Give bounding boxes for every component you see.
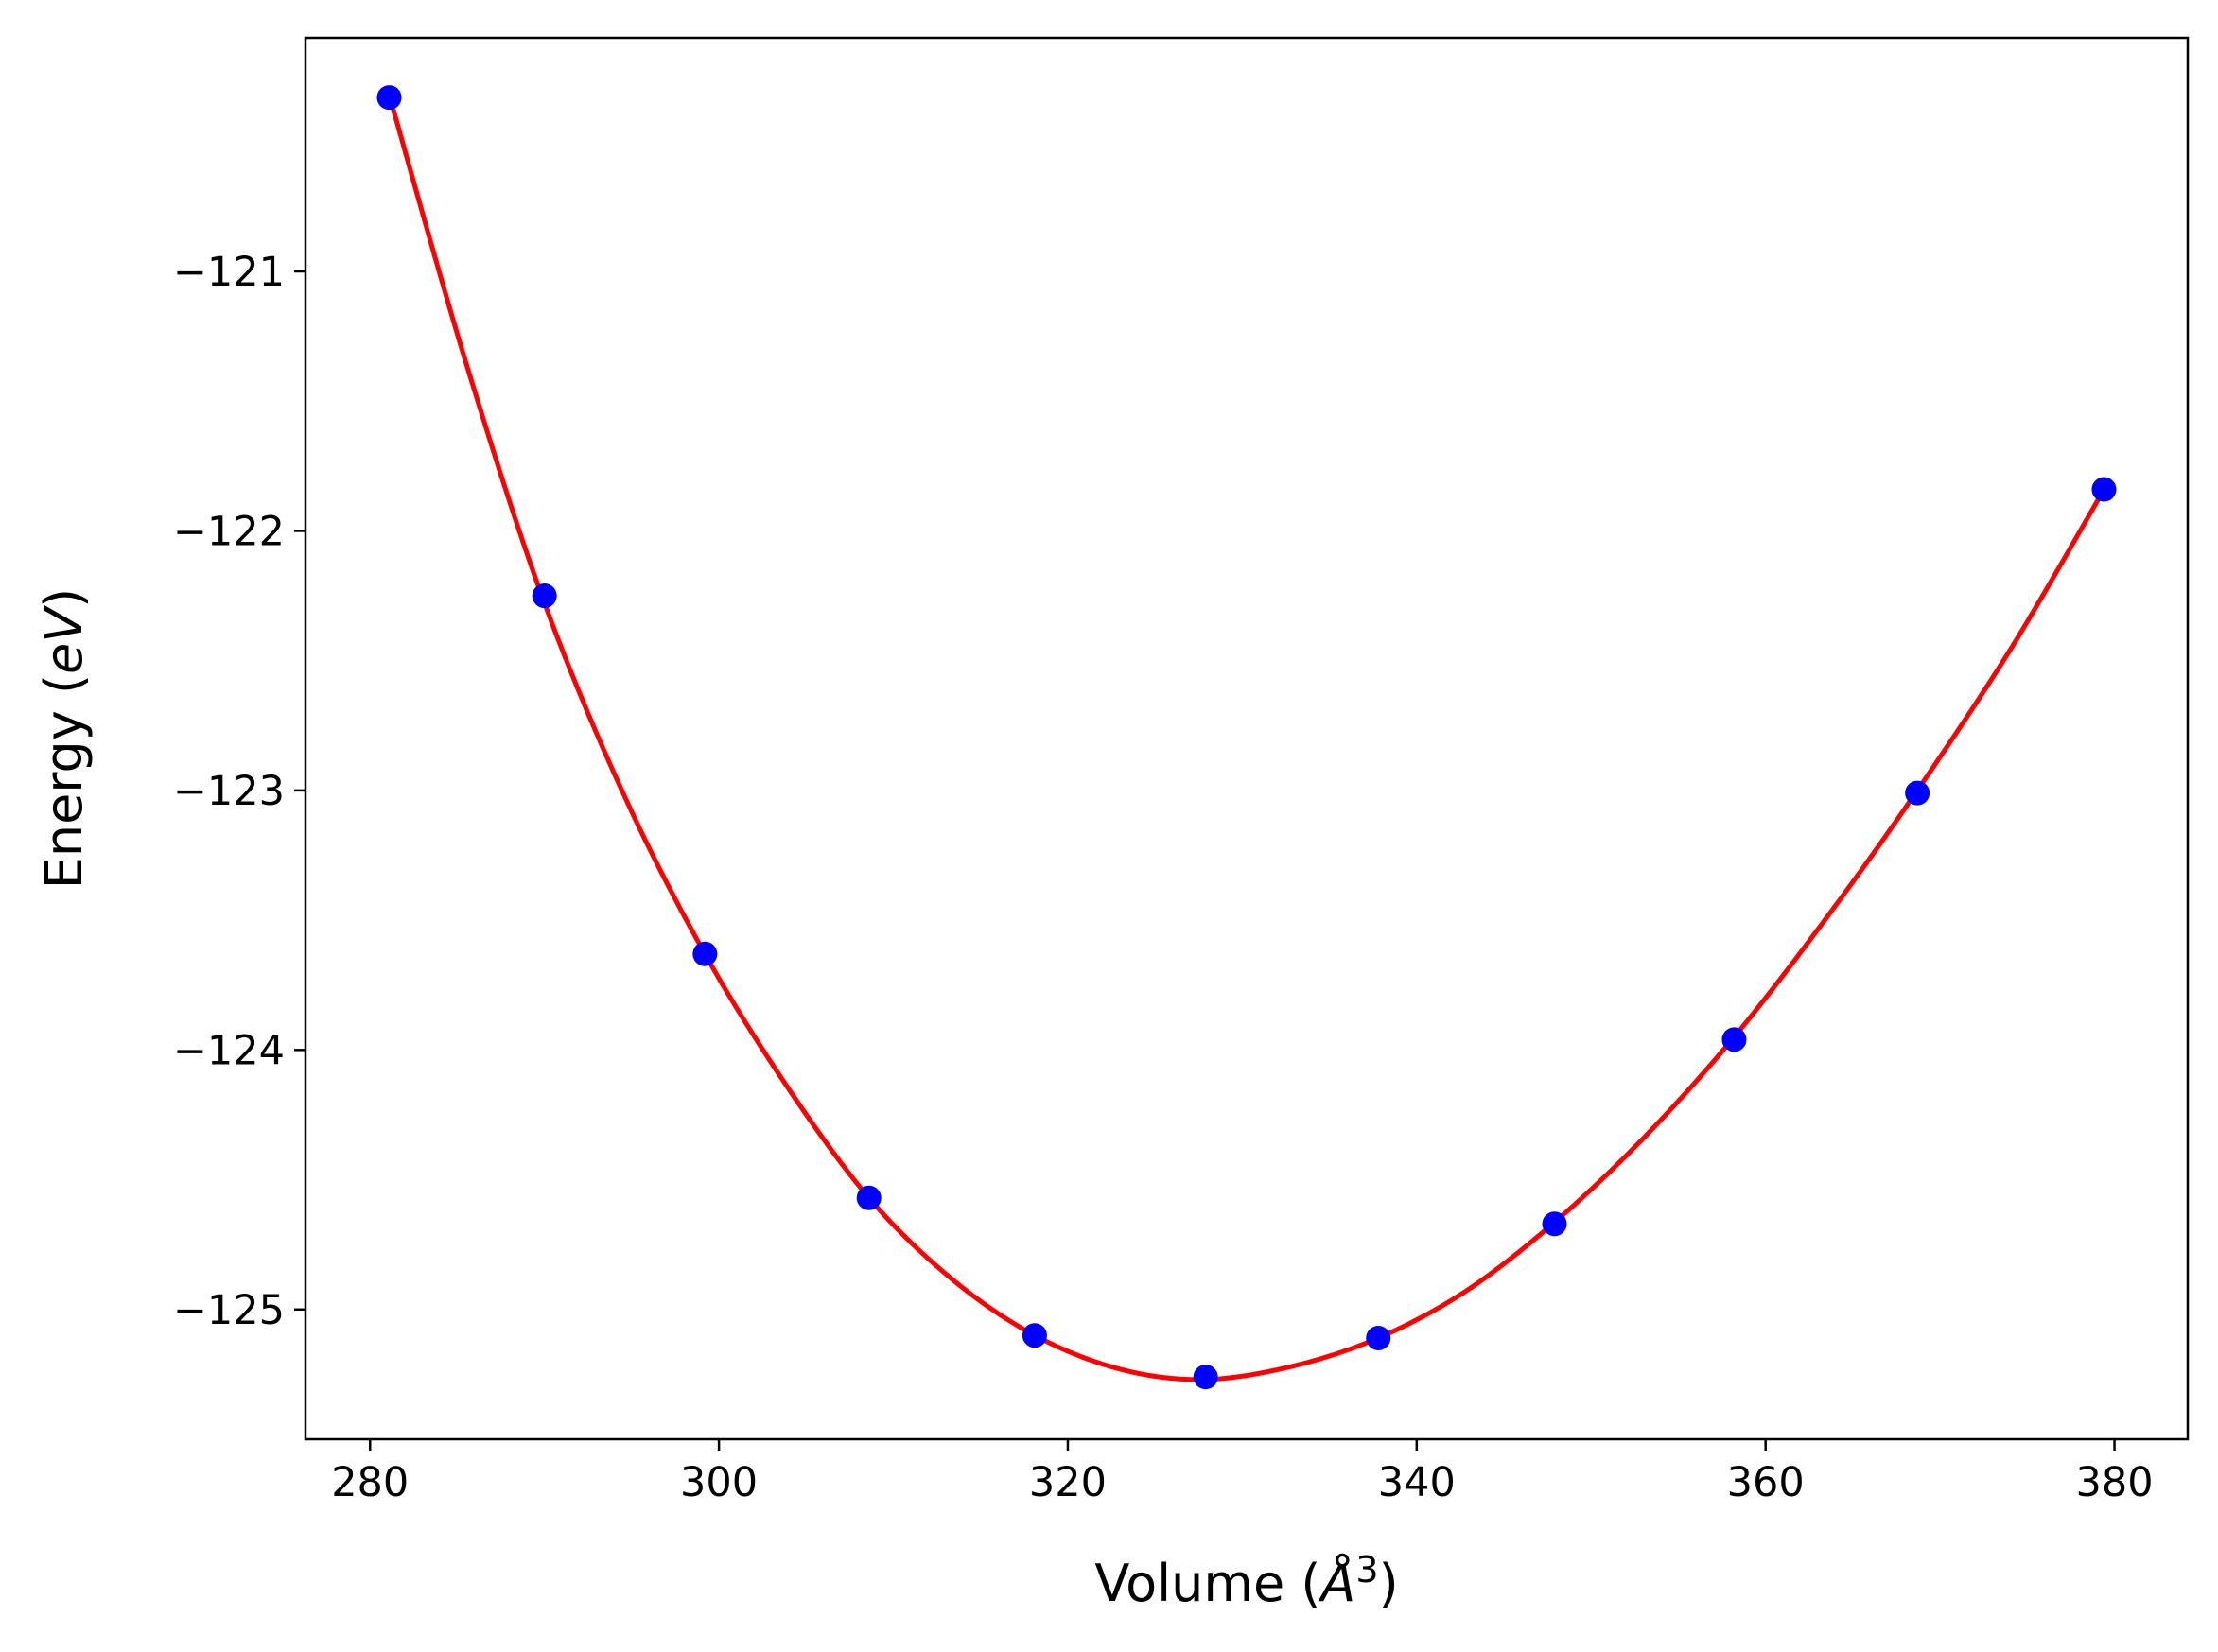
data-point [1366, 1325, 1391, 1350]
y-tick-label: −125 [173, 1287, 285, 1334]
fit-curve [387, 94, 2106, 1382]
y-tick-label: −123 [173, 768, 285, 815]
data-point [1721, 1027, 1747, 1052]
x-tick-label: 320 [1029, 1459, 1107, 1506]
data-point [856, 1185, 882, 1210]
x-tick-label: 300 [680, 1459, 758, 1506]
data-point [692, 941, 718, 966]
data-point [1542, 1211, 1567, 1237]
data-point [376, 85, 402, 111]
y-axis-label: Energy (eV) [34, 588, 94, 890]
y-axis-ticks: −125 −124 −123 −122 −121 [173, 249, 306, 1334]
plot-area [306, 38, 2188, 1439]
x-axis-label: Volume (Å3) [1094, 1549, 1398, 1613]
x-tick-label: 360 [1727, 1459, 1805, 1506]
y-axis-unit: eV [34, 604, 94, 674]
data-point [1193, 1365, 1218, 1390]
data-point [532, 583, 557, 609]
x-tick-label: 380 [2076, 1459, 2154, 1506]
y-tick-label: −121 [173, 249, 285, 296]
x-axis-unit-symbol: Å [1318, 1553, 1355, 1613]
x-axis-unit-exponent: 3 [1355, 1549, 1378, 1591]
x-axis-ticks: 280 300 320 340 360 380 [331, 1439, 2154, 1506]
data-point [2091, 477, 2117, 502]
data-point [1905, 780, 1930, 806]
y-tick-label: −124 [173, 1027, 285, 1074]
x-tick-label: 280 [331, 1459, 409, 1506]
plot-frame [304, 36, 2190, 1441]
data-point [1022, 1323, 1047, 1348]
series-layer [376, 85, 2117, 1390]
y-tick-label: −122 [173, 508, 285, 555]
x-tick-label: 340 [1378, 1459, 1456, 1506]
